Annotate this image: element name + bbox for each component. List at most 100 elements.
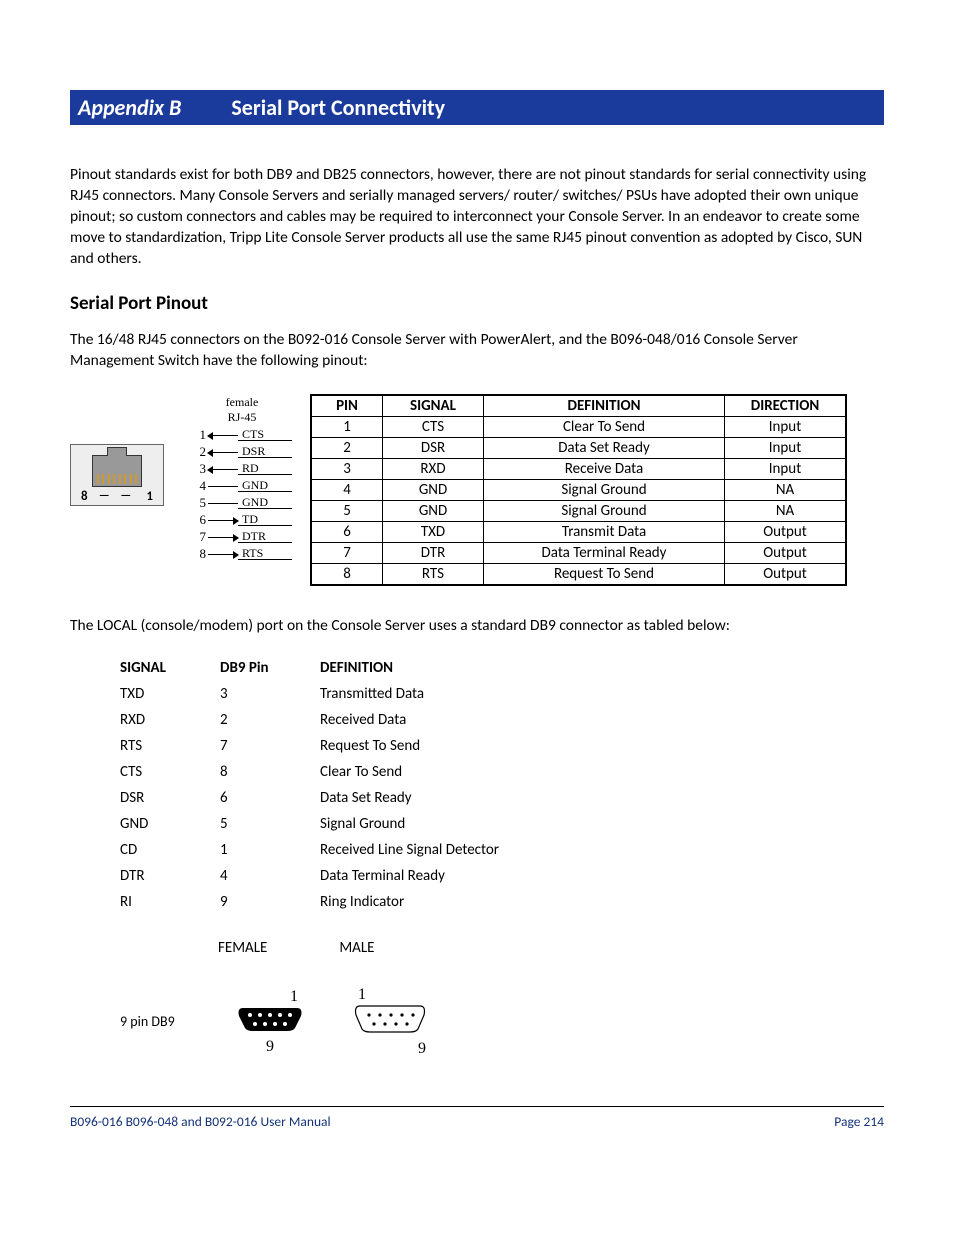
pinout-cell: DSR xyxy=(383,437,484,458)
pinout-table: PINSIGNALDEFINITIONDIRECTION 1CTSClear T… xyxy=(310,394,847,586)
pinout-cell: RTS xyxy=(383,563,484,585)
signal-name: TD xyxy=(238,513,292,526)
table-row: 5GNDSignal GroundNA xyxy=(311,500,846,521)
pinout-cell: 3 xyxy=(311,458,383,479)
db9-cell: 6 xyxy=(220,789,320,807)
signal-name: DSR xyxy=(238,445,292,458)
female-pin1: 1 xyxy=(290,988,298,1005)
signal-name: CTS xyxy=(238,428,292,441)
db9-cell: DTR xyxy=(120,867,220,885)
pinout-cell: Input xyxy=(725,437,847,458)
signal-arrow xyxy=(208,532,238,542)
pinout-cell: Output xyxy=(725,563,847,585)
db9-intro: The LOCAL (console/modem) port on the Co… xyxy=(70,616,884,637)
pinout-cell: Request To Send xyxy=(484,563,725,585)
db9-cell: 9 xyxy=(220,893,320,911)
table-row: 4GNDSignal GroundNA xyxy=(311,479,846,500)
female-connector: 1 9 xyxy=(220,987,320,1056)
pinout-cell: Data Terminal Ready xyxy=(484,542,725,563)
db9-cell: 5 xyxy=(220,815,320,833)
pinout-cell: 5 xyxy=(311,500,383,521)
page-footer: B096-016 B096-048 and B092-016 User Manu… xyxy=(70,1106,884,1130)
pinout-cell: Clear To Send xyxy=(484,416,725,437)
table-row: 7DTRData Terminal ReadyOutput xyxy=(311,542,846,563)
pinout-cell: Data Set Ready xyxy=(484,437,725,458)
signal-pin-number: 2 xyxy=(192,444,208,460)
pinout-cell: 2 xyxy=(311,437,383,458)
table-row: 6TXDTransmit DataOutput xyxy=(311,521,846,542)
connector-column-labels: FEMALE MALE xyxy=(218,939,884,957)
db9-cell: Received Data xyxy=(320,711,580,729)
db9-cell: Data Terminal Ready xyxy=(320,867,580,885)
pinout-cell: Input xyxy=(725,416,847,437)
pinout-cell: 8 xyxy=(311,563,383,585)
signal-row: 8RTS xyxy=(192,545,292,562)
db9-header-cell: DB9 Pin xyxy=(220,659,320,677)
signal-pin-number: 3 xyxy=(192,461,208,477)
db9-cell: Signal Ground xyxy=(320,815,580,833)
signal-arrow xyxy=(208,464,238,474)
pinout-header-cell: DEFINITION xyxy=(484,395,725,417)
male-pin9: 9 xyxy=(418,1040,426,1057)
footer-right: Page 214 xyxy=(834,1113,884,1130)
male-label: MALE xyxy=(339,939,374,957)
signal-row: 5 GND xyxy=(192,494,292,511)
pinout-cell: TXD xyxy=(383,521,484,542)
pinout-cell: Input xyxy=(725,458,847,479)
db9-cell: Request To Send xyxy=(320,737,580,755)
db9-table: SIGNALDB9 PinDEFINITIONTXD3Transmitted D… xyxy=(120,659,884,911)
table-row: 2DSRData Set ReadyInput xyxy=(311,437,846,458)
db9-cell: 3 xyxy=(220,685,320,703)
db9-cell: TXD xyxy=(120,685,220,703)
db9-cell: Data Set Ready xyxy=(320,789,580,807)
db9-cell: Received Line Signal Detector xyxy=(320,841,580,859)
connector-side-label: 9 pin DB9 xyxy=(120,1013,200,1030)
pinout-cell: 6 xyxy=(311,521,383,542)
serial-pinout-heading: Serial Port Pinout xyxy=(70,292,884,315)
rj45-header2: RJ-45 xyxy=(192,411,292,424)
db9-cell: RI xyxy=(120,893,220,911)
signal-name: GND xyxy=(238,496,292,509)
connector-diagrams-row: 9 pin DB9 1 9 1 9 xyxy=(120,985,884,1058)
signal-arrow xyxy=(208,447,238,457)
rj45-connector-diagram: 8 — — 1 xyxy=(70,444,180,506)
db9-cell: 4 xyxy=(220,867,320,885)
pinout-cell: Output xyxy=(725,521,847,542)
signal-row: 1CTS xyxy=(192,426,292,443)
pinout-cell: Output xyxy=(725,542,847,563)
pinout-cell: Transmit Data xyxy=(484,521,725,542)
pinout-header-cell: DIRECTION xyxy=(725,395,847,417)
rj45-right-num: 1 xyxy=(146,489,153,504)
signal-pin-number: 5 xyxy=(192,495,208,511)
signal-pin-number: 7 xyxy=(192,529,208,545)
db9-cell: 2 xyxy=(220,711,320,729)
signal-row: 2 DSR xyxy=(192,443,292,460)
signal-pin-number: 6 xyxy=(192,512,208,528)
db9-cell: 7 xyxy=(220,737,320,755)
pinout-cell: NA xyxy=(725,479,847,500)
appendix-label: Appendix B xyxy=(78,94,181,121)
pinout-cell: GND xyxy=(383,479,484,500)
pinout-cell: DTR xyxy=(383,542,484,563)
db9-cell: GND xyxy=(120,815,220,833)
pinout-header-cell: PIN xyxy=(311,395,383,417)
male-pin1: 1 xyxy=(358,986,366,1003)
female-pin9: 9 xyxy=(266,1038,274,1055)
male-connector: 1 9 xyxy=(340,985,440,1058)
female-label: FEMALE xyxy=(218,939,267,957)
signal-arrow xyxy=(208,515,238,525)
db9-cell: RXD xyxy=(120,711,220,729)
signal-arrow xyxy=(208,549,238,559)
signal-row: 7DTR xyxy=(192,528,292,545)
footer-left: B096-016 B096-048 and B092-016 User Manu… xyxy=(70,1113,331,1130)
table-row: 8RTSRequest To SendOutput xyxy=(311,563,846,585)
pinout-cell: 1 xyxy=(311,416,383,437)
signal-name: GND xyxy=(238,479,292,492)
pinout-cell: CTS xyxy=(383,416,484,437)
table-row: 1CTSClear To SendInput xyxy=(311,416,846,437)
signal-pin-number: 4 xyxy=(192,478,208,494)
pinout-cell: 7 xyxy=(311,542,383,563)
signal-row: 4 GND xyxy=(192,477,292,494)
db9-cell: Clear To Send xyxy=(320,763,580,781)
pinout-cell: GND xyxy=(383,500,484,521)
